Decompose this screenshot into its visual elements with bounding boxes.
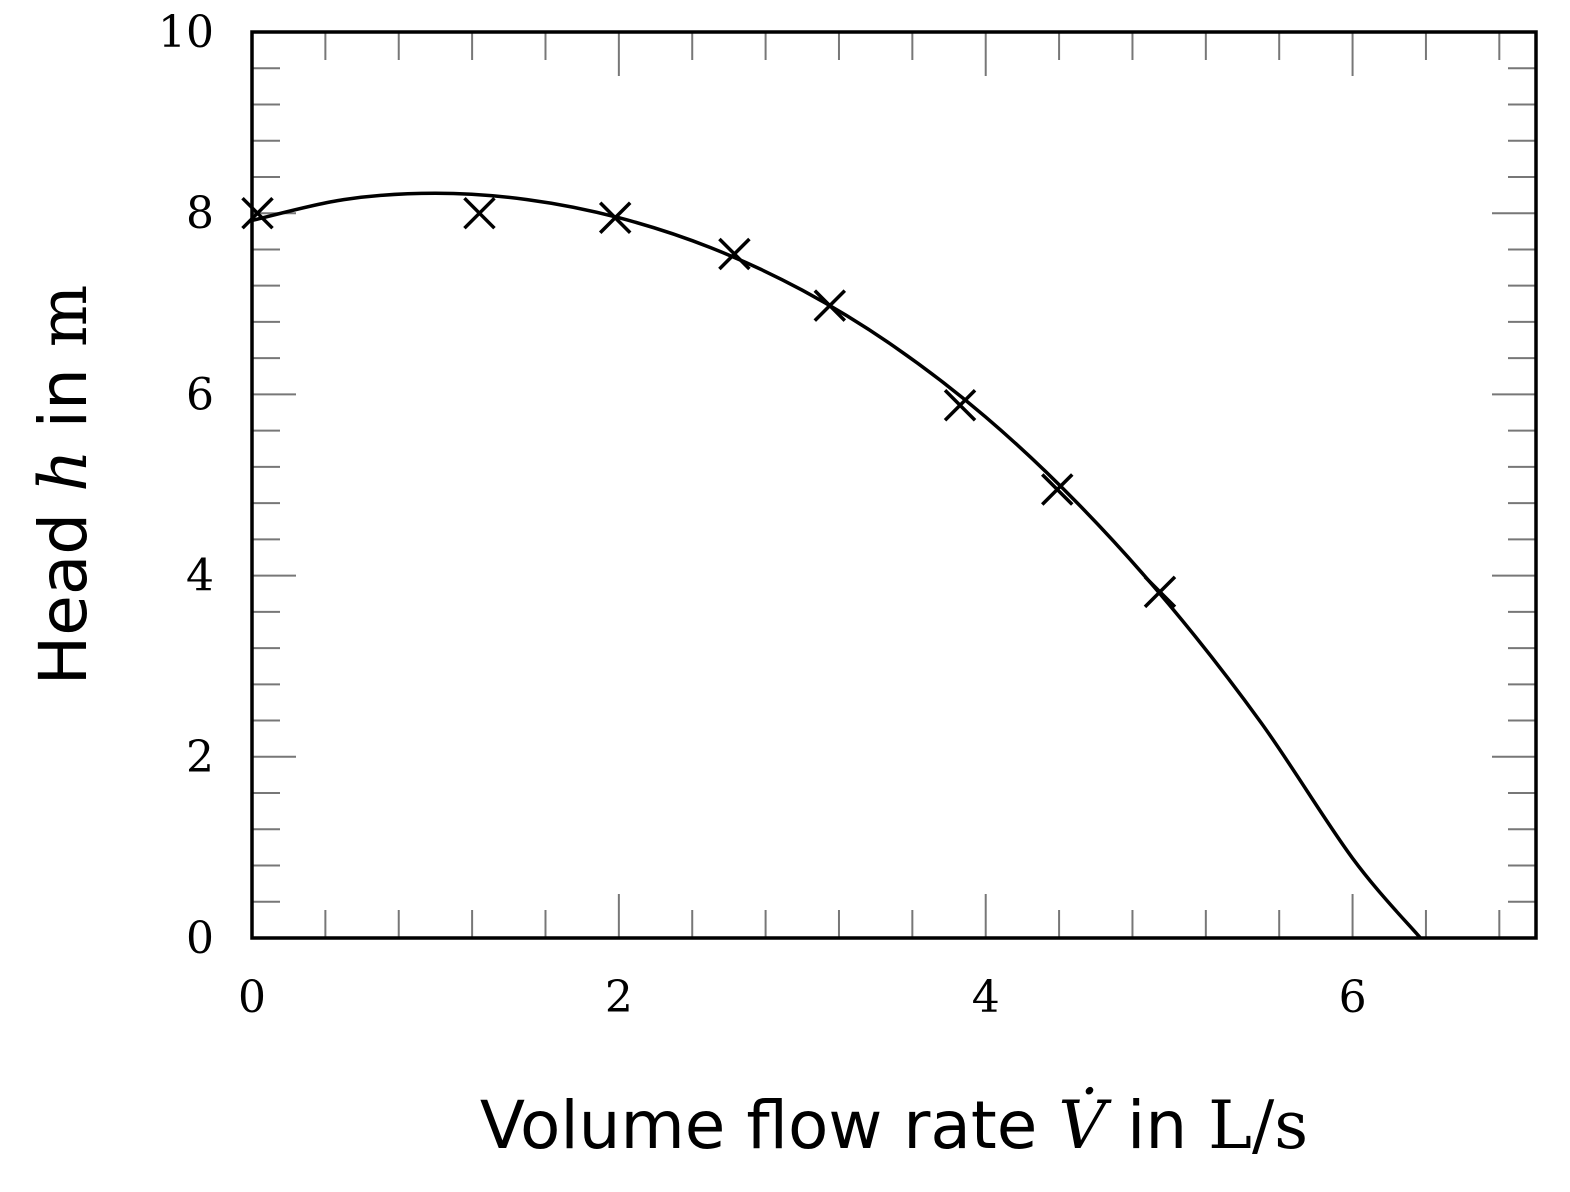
x-axis-unit: L/s	[1208, 1087, 1308, 1164]
y-axis-symbol: h	[25, 449, 102, 492]
data-point-marker	[1143, 575, 1177, 609]
y-tick-label: 2	[186, 732, 214, 783]
x-tick-label: 2	[605, 972, 633, 1023]
data-point-marker	[598, 201, 632, 234]
plot-frame	[250, 30, 1538, 940]
x-axis-symbol: V̇	[1058, 1087, 1112, 1164]
data-point-marker	[241, 196, 274, 230]
x-tick-label: 6	[1339, 972, 1367, 1023]
data-point-marker	[1041, 473, 1074, 506]
y-tick-label: 10	[158, 7, 214, 58]
x-tick-label: 0	[238, 972, 266, 1023]
y-axis-unit: m	[25, 285, 102, 348]
y-tick-label: 6	[186, 369, 214, 420]
x-tick-label: 4	[972, 972, 1000, 1023]
tick-labels: 0 2 4 6 0 2 4 6 8 10	[158, 7, 1367, 1023]
major-ticks	[251, 31, 1536, 939]
y-tick-label: 8	[186, 188, 214, 239]
x-axis-label: Volume flow rate V̇ in L/s	[480, 1087, 1308, 1164]
measured-points	[241, 196, 1177, 609]
y-tick-label: 4	[186, 551, 214, 602]
y-tick-label: 0	[186, 913, 214, 964]
data-point-marker	[813, 289, 847, 322]
y-axis-label: Head h in m	[25, 285, 102, 686]
fit-curve	[251, 191, 1422, 940]
data-point-marker	[463, 196, 496, 230]
data-point-marker	[943, 389, 977, 422]
data-point-marker	[718, 237, 751, 271]
minor-ticks	[252, 32, 1536, 938]
